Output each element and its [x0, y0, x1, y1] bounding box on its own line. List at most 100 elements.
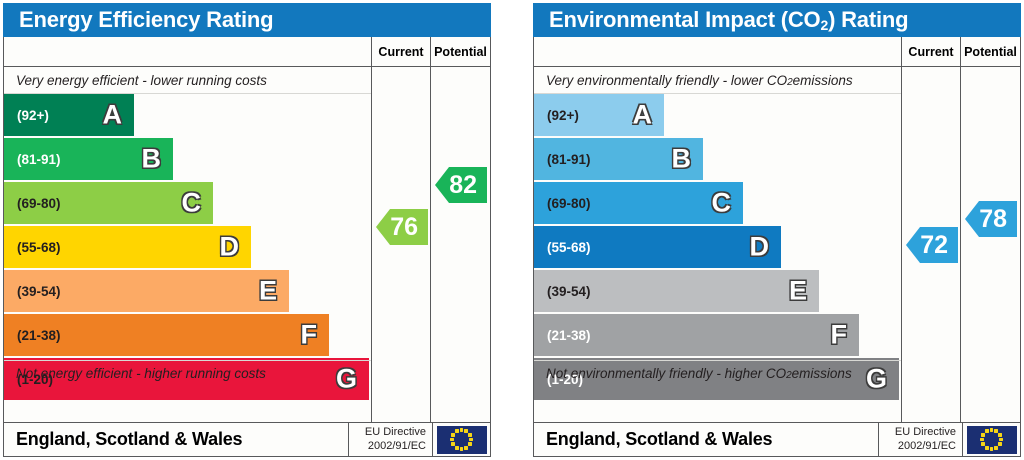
- footer-region-label: England, Scotland & Wales: [16, 429, 243, 449]
- rating-band-g: (1-20) G: [534, 358, 899, 400]
- band-letter-a: A: [102, 99, 123, 130]
- band-range-label: (81-91): [17, 151, 61, 167]
- band-range-label: (92+): [17, 107, 49, 123]
- column-divider-potential: [960, 67, 961, 422]
- text-main: Not energy efficient - higher running co…: [16, 366, 266, 381]
- rating-bands: (92+) A (81-91) B (69-80) C (55-68) D (39-54) E (2…: [534, 94, 901, 402]
- potential-rating-arrow: 78: [965, 201, 1017, 237]
- band-letter-g: G: [335, 363, 357, 394]
- column-header-current: Current: [371, 37, 430, 66]
- text-main: Not environmentally friendly - higher CO: [546, 366, 787, 381]
- band-letter-c: C: [181, 187, 202, 218]
- rating-band-c: (69-80) C: [4, 182, 213, 224]
- eu-flag-star: [984, 429, 989, 434]
- band-letter-g: G: [865, 363, 887, 394]
- band-letter-b: B: [141, 143, 162, 174]
- chart-footer: England, Scotland & Wales EU Directive 200…: [533, 423, 1021, 457]
- eu-flag-star: [994, 429, 999, 434]
- eu-flag-star: [464, 429, 469, 434]
- band-letter-d: D: [219, 231, 240, 262]
- eu-flag-star: [999, 437, 1003, 442]
- eu-flag-star: [997, 432, 1002, 437]
- band-range-label: (39-54): [547, 283, 591, 299]
- current-rating-arrow: 76: [376, 209, 428, 245]
- eu-flag-star: [454, 429, 459, 434]
- column-divider-current: [901, 67, 902, 422]
- text-main: Very energy efficient - lower running co…: [16, 72, 267, 88]
- chart-body: Current Potential Very environmentally fri…: [533, 37, 1021, 423]
- footer-eu-flag: [962, 423, 1020, 456]
- footer-eu-directive: EU Directive 2002/91/EC: [878, 423, 962, 456]
- rating-band-a: (92+) A: [534, 94, 664, 136]
- eu-flag-star: [984, 445, 989, 450]
- eu-flag-star: [989, 447, 994, 451]
- eu-flag-graphic: [966, 425, 1017, 454]
- eu-flag-star: [994, 445, 999, 450]
- eu-flag-star: [989, 428, 994, 432]
- band-range-label: (81-91): [547, 151, 591, 167]
- text-main: Environmental Impact (CO: [549, 7, 821, 32]
- chart-title: Environmental Impact (CO2) Rating: [533, 3, 1021, 37]
- caption-bottom: Not environmentally friendly - higher CO…: [534, 360, 901, 386]
- rating-band-c: (69-80) C: [534, 182, 743, 224]
- column-header-row: Current Potential: [534, 37, 1020, 67]
- band-letter-b: B: [671, 143, 692, 174]
- eu-flag-star: [469, 437, 473, 442]
- column-header-spacer: [4, 37, 371, 66]
- eu-directive-line-2: 2002/91/EC: [367, 439, 426, 452]
- eu-flag-star: [451, 432, 456, 437]
- eu-flag-star: [467, 442, 472, 447]
- rating-band-e: (39-54) E: [4, 270, 289, 312]
- band-letter-f: F: [830, 319, 848, 350]
- eu-flag-star: [451, 442, 456, 447]
- rating-band-g: (1-20) G: [4, 358, 369, 400]
- caption-bottom: Not energy efficient - higher running co…: [4, 360, 371, 386]
- band-letter-a: A: [632, 99, 653, 130]
- footer-eu-flag: [432, 423, 490, 456]
- text-suffix: emissions: [792, 72, 853, 88]
- current-rating-arrow: 72: [906, 227, 958, 263]
- eu-flag-graphic: [436, 425, 487, 454]
- subscript-2: 2: [787, 76, 793, 88]
- epc-chart-energy-efficiency: Energy Efficiency Rating Current Potential…: [3, 3, 491, 457]
- eu-flag-star: [980, 437, 984, 442]
- text-main: Energy Efficiency Rating: [19, 7, 274, 32]
- rating-band-d: (55-68) D: [4, 226, 251, 268]
- band-range-label: (21-38): [547, 327, 591, 343]
- footer-eu-directive: EU Directive 2002/91/EC: [348, 423, 432, 456]
- chart-footer: England, Scotland & Wales EU Directive 200…: [3, 423, 491, 457]
- column-header-potential: Potential: [960, 37, 1020, 66]
- band-range-label: (1-20): [17, 371, 54, 387]
- band-letter-d: D: [749, 231, 770, 262]
- rating-band-d: (55-68) D: [534, 226, 781, 268]
- rating-band-e: (39-54) E: [534, 270, 819, 312]
- rating-band-f: (21-38) F: [534, 314, 859, 356]
- column-header-potential: Potential: [430, 37, 490, 66]
- eu-flag-star: [981, 442, 986, 447]
- band-range-label: (21-38): [17, 327, 61, 343]
- eu-flag-star: [467, 432, 472, 437]
- band-range-label: (1-20): [547, 371, 584, 387]
- column-divider-current: [371, 67, 372, 422]
- band-range-label: (69-80): [17, 195, 61, 211]
- rating-bands: (92+) A (81-91) B (69-80) C (55-68) D (39-54) E (2…: [4, 94, 371, 402]
- eu-directive-line-1: EU Directive: [894, 426, 956, 439]
- eu-flag-star: [450, 437, 454, 442]
- band-range-label: (55-68): [547, 239, 591, 255]
- column-header-row: Current Potential: [4, 37, 490, 67]
- column-header-spacer: [534, 37, 901, 66]
- band-letter-e: E: [788, 275, 807, 306]
- eu-flag-star: [459, 428, 464, 432]
- eu-directive-line-1: EU Directive: [364, 426, 426, 439]
- subscript-2: 2: [786, 370, 792, 381]
- epc-chart-environmental-impact: Environmental Impact (CO2) Rating Current…: [533, 3, 1021, 457]
- eu-flag-star: [454, 445, 459, 450]
- band-letter-e: E: [258, 275, 277, 306]
- rating-band-f: (21-38) F: [4, 314, 329, 356]
- eu-directive-line-2: 2002/91/EC: [897, 439, 956, 452]
- caption-top: Very environmentally friendly - lower CO…: [534, 67, 901, 94]
- potential-rating-arrow: 82: [435, 167, 487, 203]
- text-main: Very environmentally friendly - lower CO: [546, 72, 788, 88]
- eu-flag-star: [464, 445, 469, 450]
